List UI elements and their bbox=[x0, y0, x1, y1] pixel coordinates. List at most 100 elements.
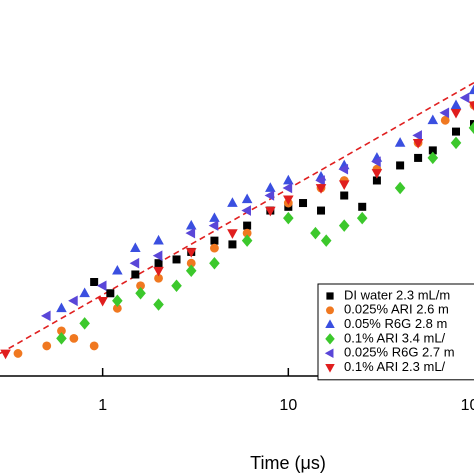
point bbox=[154, 273, 163, 283]
point bbox=[40, 310, 51, 322]
point bbox=[210, 243, 219, 253]
point bbox=[459, 92, 470, 104]
point bbox=[371, 169, 383, 179]
point bbox=[227, 197, 238, 207]
point bbox=[57, 326, 66, 336]
point bbox=[208, 220, 219, 231]
point bbox=[186, 258, 196, 268]
point bbox=[68, 295, 78, 307]
point bbox=[0, 349, 11, 360]
point bbox=[283, 174, 294, 185]
legend-box bbox=[317, 283, 474, 381]
point bbox=[394, 181, 406, 195]
point bbox=[112, 294, 123, 308]
legend-marker bbox=[326, 306, 334, 315]
point bbox=[414, 153, 423, 162]
point bbox=[89, 341, 99, 351]
point bbox=[299, 199, 308, 208]
point bbox=[315, 175, 325, 186]
x-tick-label: 100 bbox=[461, 397, 474, 414]
point bbox=[452, 127, 461, 136]
point bbox=[56, 302, 67, 313]
point bbox=[210, 236, 219, 245]
point bbox=[135, 287, 146, 300]
point bbox=[131, 270, 140, 279]
legend-label: DI water 2.3 mL/m bbox=[344, 287, 450, 302]
point bbox=[340, 191, 349, 200]
point bbox=[171, 279, 182, 292]
point bbox=[112, 303, 122, 313]
point bbox=[450, 99, 462, 110]
point bbox=[112, 264, 123, 275]
point bbox=[315, 184, 327, 194]
point bbox=[228, 240, 237, 249]
point bbox=[427, 151, 439, 165]
point bbox=[338, 163, 349, 175]
point bbox=[106, 289, 115, 298]
point bbox=[185, 227, 196, 239]
legend-marker bbox=[324, 348, 334, 358]
point bbox=[172, 255, 181, 264]
point bbox=[396, 161, 405, 170]
point bbox=[283, 195, 294, 206]
point bbox=[320, 234, 332, 247]
point bbox=[242, 228, 252, 238]
point bbox=[153, 298, 164, 311]
point bbox=[79, 317, 90, 330]
point bbox=[209, 256, 220, 270]
point bbox=[56, 332, 67, 345]
x-axis-label: Time (μs) bbox=[250, 453, 326, 473]
point bbox=[412, 130, 422, 141]
point bbox=[96, 280, 107, 292]
x-tick-label: 1 bbox=[98, 397, 107, 414]
point bbox=[185, 264, 197, 277]
point bbox=[97, 296, 108, 307]
point bbox=[153, 266, 164, 277]
point bbox=[79, 287, 90, 298]
legend-marker bbox=[326, 292, 334, 300]
legend-label: 0.05% R6G 2.8 m bbox=[344, 316, 447, 331]
point bbox=[372, 176, 381, 185]
point bbox=[317, 206, 326, 215]
point bbox=[153, 234, 164, 245]
legend-label: 0.025% R6G 2.7 m bbox=[344, 345, 455, 360]
legend-marker bbox=[325, 364, 335, 373]
point bbox=[185, 248, 197, 258]
legend-label: 0.1% ARI 3.4 mL/ bbox=[344, 330, 446, 345]
legend-marker bbox=[325, 319, 335, 329]
point bbox=[450, 136, 462, 150]
point bbox=[90, 278, 99, 286]
point bbox=[185, 219, 197, 230]
point bbox=[209, 212, 220, 222]
point bbox=[241, 193, 253, 204]
point bbox=[428, 146, 437, 155]
point bbox=[394, 137, 406, 147]
fit-line bbox=[0, 82, 474, 355]
point bbox=[152, 250, 163, 261]
point bbox=[283, 211, 294, 225]
point bbox=[243, 221, 252, 230]
point bbox=[42, 341, 52, 351]
point bbox=[265, 182, 276, 192]
point bbox=[440, 115, 450, 125]
point bbox=[450, 108, 462, 119]
point bbox=[264, 190, 275, 201]
point bbox=[227, 229, 238, 239]
point bbox=[338, 219, 350, 232]
point bbox=[129, 257, 140, 269]
point bbox=[468, 84, 474, 95]
point bbox=[130, 242, 141, 252]
point bbox=[468, 121, 474, 135]
point bbox=[154, 259, 163, 268]
point bbox=[136, 281, 145, 291]
point bbox=[468, 101, 474, 112]
point bbox=[338, 180, 350, 190]
point bbox=[241, 205, 251, 216]
point bbox=[371, 156, 381, 167]
point bbox=[412, 139, 424, 149]
point bbox=[13, 349, 23, 358]
point bbox=[439, 107, 450, 119]
point bbox=[241, 234, 253, 247]
